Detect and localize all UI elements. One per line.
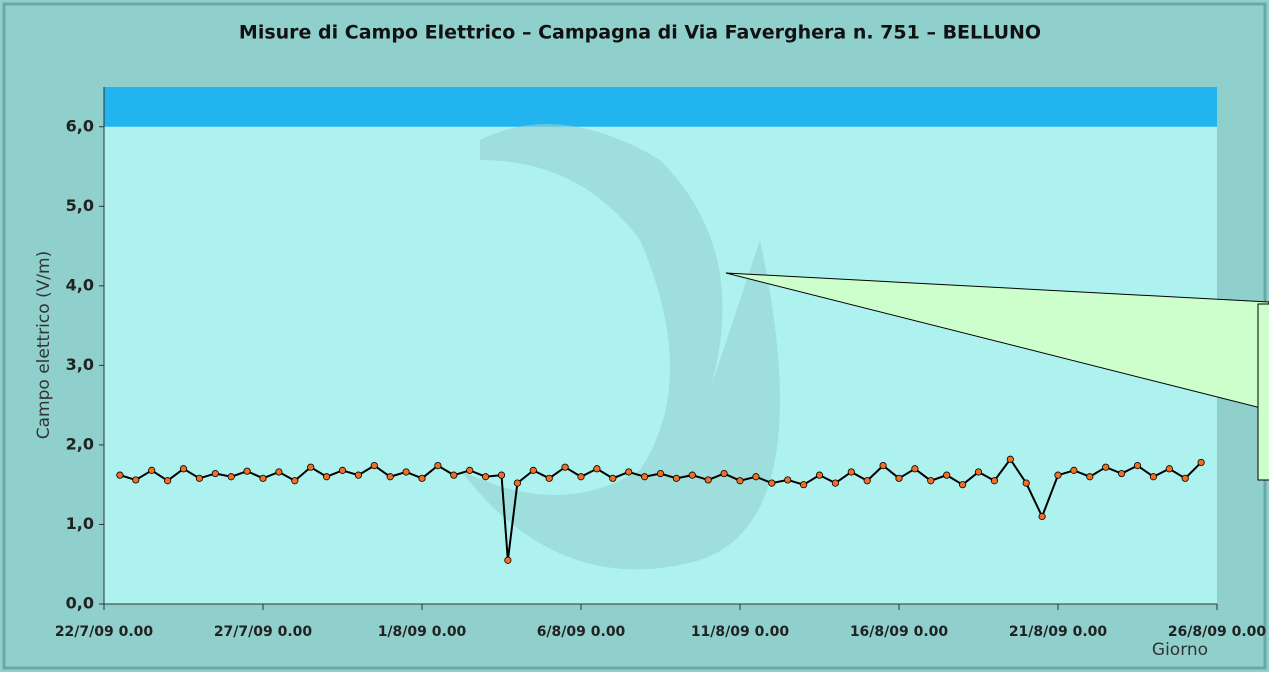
data-point — [1118, 470, 1124, 476]
chart: Misure di Campo Elettrico – Campagna di … — [0, 0, 1269, 672]
data-point — [1039, 513, 1045, 519]
data-point — [451, 472, 457, 478]
data-point — [657, 470, 663, 476]
data-point — [260, 475, 266, 481]
data-point — [880, 462, 886, 468]
data-point — [212, 470, 218, 476]
data-point — [244, 468, 250, 474]
data-point — [355, 472, 361, 478]
data-point — [1071, 467, 1077, 473]
data-point — [505, 557, 511, 563]
data-point — [371, 462, 377, 468]
data-point — [959, 481, 965, 487]
x-tick-label: 1/8/09 0.00 — [378, 624, 467, 640]
data-point — [864, 478, 870, 484]
data-point — [562, 464, 568, 470]
data-point — [673, 475, 679, 481]
y-tick-label: 0,0 — [66, 594, 94, 613]
data-point — [944, 472, 950, 478]
data-point — [1055, 472, 1061, 478]
data-point — [228, 474, 234, 480]
y-tick-label: 2,0 — [66, 434, 94, 453]
data-point — [626, 469, 632, 475]
data-point — [578, 474, 584, 480]
data-point — [928, 478, 934, 484]
data-point — [769, 480, 775, 486]
y-tick-label: 3,0 — [66, 355, 94, 374]
data-point — [912, 466, 918, 472]
data-point — [721, 470, 727, 476]
data-point — [196, 475, 202, 481]
data-point — [180, 466, 186, 472]
data-point — [610, 475, 616, 481]
data-point — [530, 467, 536, 473]
data-point — [387, 474, 393, 480]
data-point — [1103, 464, 1109, 470]
data-point — [117, 472, 123, 478]
data-point — [514, 480, 520, 486]
data-point — [308, 464, 314, 470]
data-point — [323, 474, 329, 480]
data-point — [292, 478, 298, 484]
x-tick-label: 6/8/09 0.00 — [537, 624, 626, 640]
x-axis-label: Giorno — [1152, 640, 1208, 660]
data-point — [1007, 456, 1013, 462]
data-point — [737, 478, 743, 484]
y-tick-label: 1,0 — [66, 514, 94, 533]
data-point — [546, 475, 552, 481]
data-point — [975, 469, 981, 475]
data-point — [896, 475, 902, 481]
y-tick-label: 5,0 — [66, 196, 94, 215]
x-tick-label: 16/8/09 0.00 — [850, 624, 949, 640]
data-point — [594, 466, 600, 472]
data-point — [1023, 480, 1029, 486]
data-point — [467, 467, 473, 473]
x-tick-label: 26/8/09 0.00 — [1168, 624, 1267, 640]
data-point — [419, 475, 425, 481]
data-point — [1182, 475, 1188, 481]
data-point — [1150, 474, 1156, 480]
data-point — [403, 469, 409, 475]
callout-box — [1258, 304, 1269, 480]
data-point — [991, 478, 997, 484]
data-point — [800, 481, 806, 487]
data-point — [753, 474, 759, 480]
data-point — [276, 469, 282, 475]
data-point — [498, 472, 504, 478]
data-point — [1134, 462, 1140, 468]
data-point — [641, 474, 647, 480]
data-point — [133, 477, 139, 483]
data-point — [689, 472, 695, 478]
x-tick-label: 11/8/09 0.00 — [691, 624, 790, 640]
data-point — [1087, 474, 1093, 480]
data-point — [848, 469, 854, 475]
data-point — [339, 467, 345, 473]
x-tick-label: 27/7/09 0.00 — [214, 624, 313, 640]
y-axis-label: Campo elettrico (V/m) — [34, 251, 54, 439]
data-point — [149, 467, 155, 473]
data-point — [1166, 466, 1172, 472]
y-tick-label: 6,0 — [66, 116, 94, 135]
chart-title: Misure di Campo Elettrico – Campagna di … — [239, 22, 1041, 44]
data-point — [1198, 459, 1204, 465]
x-tick-label: 22/7/09 0.00 — [55, 624, 154, 640]
x-tick-label: 21/8/09 0.00 — [1009, 624, 1108, 640]
data-point — [832, 480, 838, 486]
limit-band — [104, 87, 1217, 127]
data-point — [435, 462, 441, 468]
data-point — [816, 472, 822, 478]
data-point — [705, 477, 711, 483]
data-point — [164, 478, 170, 484]
y-tick-label: 4,0 — [66, 275, 94, 294]
data-point — [482, 474, 488, 480]
data-point — [785, 477, 791, 483]
